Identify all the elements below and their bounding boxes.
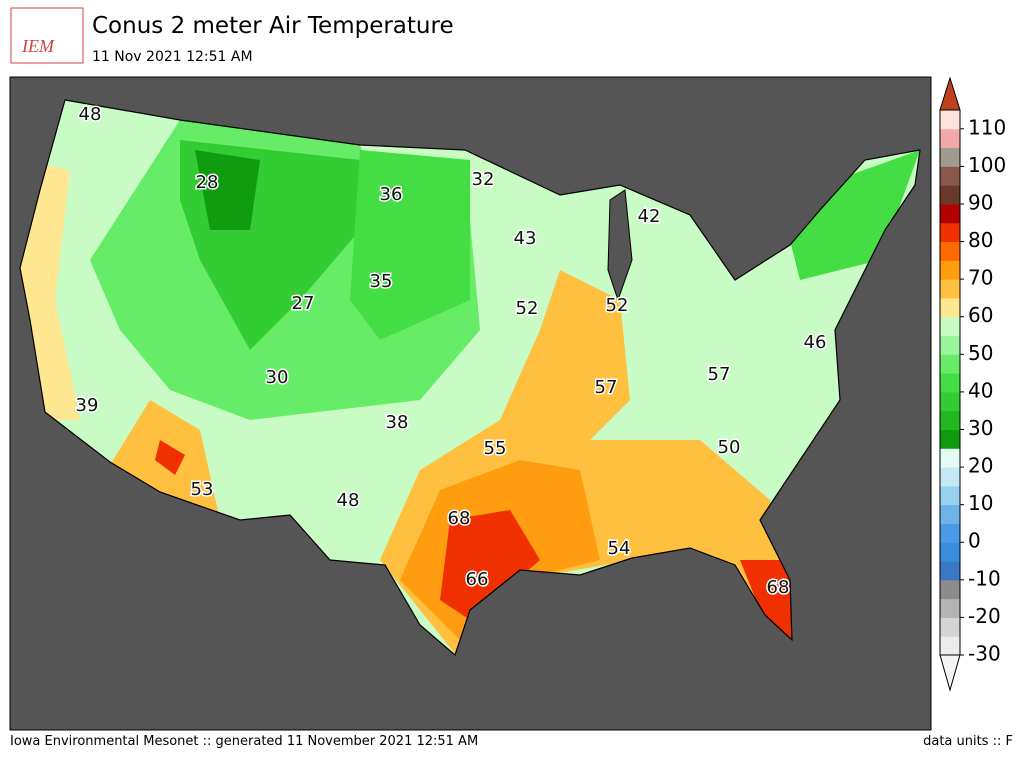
station-value: 48 <box>79 104 102 125</box>
colorbar-band <box>940 429 960 449</box>
colorbar-band <box>940 166 960 186</box>
colorbar-band <box>940 598 960 618</box>
colorbar-tick-label: -20 <box>968 604 1001 628</box>
colorbar-band <box>940 579 960 600</box>
subtitle: 11 Nov 2021 12:51 AM <box>92 49 253 65</box>
colorbar-band <box>940 485 960 506</box>
colorbar-band <box>940 128 960 149</box>
colorbar-band <box>940 241 960 261</box>
colorbar-arrow-top <box>939 76 961 111</box>
station-value: 48 <box>337 490 360 511</box>
station-value: 55 <box>484 438 507 459</box>
colorbar-frame <box>939 109 961 656</box>
station-value: 42 <box>638 206 661 227</box>
colorbar-band <box>940 260 960 280</box>
station-value: 43 <box>514 228 537 249</box>
colorbar-band <box>940 354 960 374</box>
colorbar-tick-label: 50 <box>968 341 993 365</box>
colorbar-tick-label: 60 <box>968 303 993 327</box>
station-value: 28 <box>196 172 219 193</box>
colorbar-band <box>940 373 960 393</box>
logo: IEM <box>21 36 55 56</box>
station-value: 54 <box>608 538 631 559</box>
colorbar-band <box>940 203 960 224</box>
colorbar-band <box>940 279 960 299</box>
footer-right: data units :: F <box>923 734 1013 749</box>
colorbar-band <box>940 316 960 337</box>
station-value: 52 <box>606 295 629 316</box>
colorbar-tick-label: 40 <box>968 378 993 402</box>
colorbar-band <box>940 561 960 581</box>
colorbar-band <box>940 410 960 430</box>
colorbar-band <box>940 504 960 524</box>
colorbar-tick-label: -30 <box>968 642 1001 666</box>
colorbar-band <box>940 297 960 318</box>
colorbar-arrow-bottom <box>939 654 961 692</box>
colorbar-band <box>940 391 960 412</box>
footer-left: Iowa Environmental Mesonet :: generated … <box>10 734 478 749</box>
colorbar-tick-label: 90 <box>968 190 993 214</box>
station-value: 39 <box>76 395 99 416</box>
station-value: 35 <box>370 271 393 292</box>
colorbar-band <box>940 147 960 167</box>
colorbar-band <box>940 448 960 468</box>
colorbar-band <box>940 467 960 487</box>
colorbar-band <box>940 335 960 355</box>
colorbar-band <box>940 617 960 637</box>
station-value: 53 <box>191 479 214 500</box>
logo-box <box>10 7 84 64</box>
colorbar-tick-label: 100 <box>968 153 1006 177</box>
colorbar-band <box>940 222 960 243</box>
station-value: 46 <box>804 332 827 353</box>
lake <box>607 189 633 302</box>
colorbar-tick-label: 20 <box>968 454 993 478</box>
colorbar-tick-label: 110 <box>968 115 1006 139</box>
station-value: 30 <box>266 367 289 388</box>
colorbar-band <box>940 523 960 543</box>
colorbar-tick-label: 30 <box>968 416 993 440</box>
station-value: 57 <box>595 377 618 398</box>
station-value: 38 <box>386 412 409 433</box>
title: Conus 2 meter Air Temperature <box>92 13 454 39</box>
station-value: 68 <box>448 508 471 529</box>
station-value: 68 <box>767 577 790 598</box>
colorbar-tick-label: -10 <box>968 566 1001 590</box>
station-value: 52 <box>516 298 539 319</box>
colorbar-band <box>940 542 960 562</box>
colorbar-band <box>940 185 960 205</box>
colorbar-band <box>940 110 960 130</box>
colorbar-tick-label: 0 <box>968 529 981 553</box>
station-value: 36 <box>380 184 403 205</box>
colorbar-tick-label: 80 <box>968 228 993 252</box>
station-value: 50 <box>718 437 741 458</box>
station-value: 32 <box>472 169 495 190</box>
colorbar-band <box>940 636 960 656</box>
colorbar-tick-label: 10 <box>968 491 993 515</box>
station-value: 27 <box>292 293 315 314</box>
colorbar-tick-label: 70 <box>968 266 993 290</box>
station-value: 66 <box>466 569 489 590</box>
station-value: 57 <box>708 364 731 385</box>
